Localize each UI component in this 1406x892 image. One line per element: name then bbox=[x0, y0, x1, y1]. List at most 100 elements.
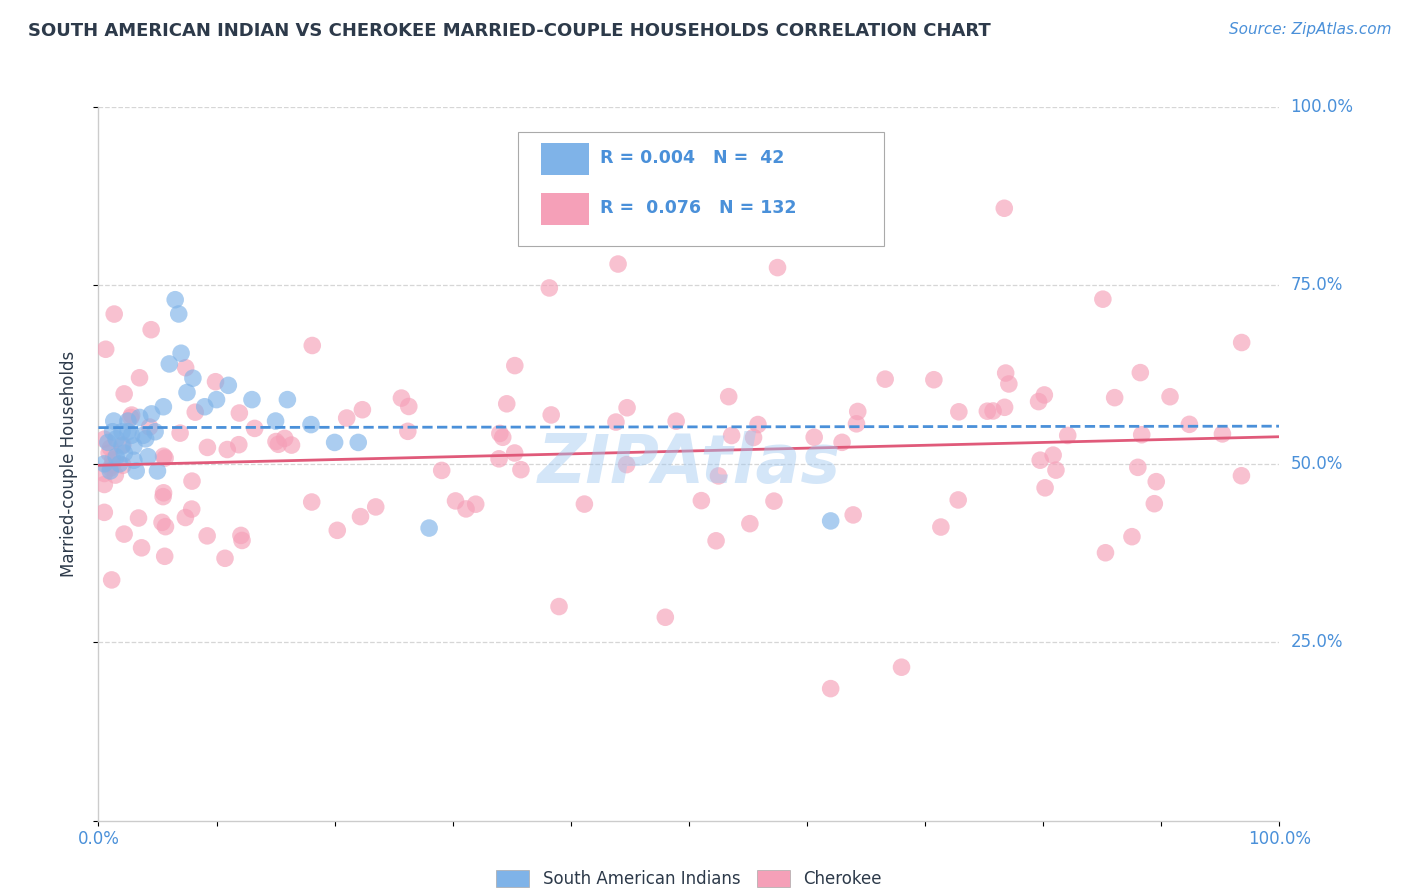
Point bbox=[128, 370, 150, 384]
Point bbox=[169, 426, 191, 441]
Point bbox=[217, 378, 239, 392]
Point bbox=[738, 516, 761, 531]
Point bbox=[349, 509, 371, 524]
Point bbox=[152, 449, 174, 463]
Point bbox=[299, 417, 322, 432]
Point bbox=[993, 201, 1015, 215]
Point bbox=[229, 528, 252, 542]
Point bbox=[538, 281, 561, 295]
Point bbox=[194, 400, 217, 414]
Point bbox=[1159, 390, 1181, 404]
Point bbox=[605, 415, 627, 429]
Point bbox=[132, 428, 155, 442]
Point bbox=[101, 425, 124, 439]
Point bbox=[396, 425, 419, 439]
Point bbox=[98, 464, 121, 478]
Text: 25.0%: 25.0% bbox=[1291, 633, 1343, 651]
Point bbox=[875, 372, 897, 386]
Point bbox=[1130, 427, 1153, 442]
Text: R =  0.076   N = 132: R = 0.076 N = 132 bbox=[600, 200, 797, 218]
Point bbox=[1029, 453, 1052, 467]
Point bbox=[117, 414, 139, 428]
Point bbox=[994, 366, 1017, 380]
Point bbox=[121, 408, 143, 422]
Point bbox=[690, 493, 713, 508]
Point bbox=[274, 431, 297, 445]
Point bbox=[929, 520, 952, 534]
Point bbox=[103, 307, 125, 321]
Point bbox=[122, 439, 145, 453]
Point bbox=[104, 468, 127, 483]
Point bbox=[93, 457, 115, 471]
Point bbox=[184, 405, 207, 419]
Point bbox=[112, 446, 135, 460]
Point bbox=[205, 392, 228, 407]
Text: 50.0%: 50.0% bbox=[1291, 455, 1343, 473]
Text: 100.0%: 100.0% bbox=[1291, 98, 1354, 116]
Point bbox=[922, 373, 945, 387]
Text: 75.0%: 75.0% bbox=[1291, 277, 1343, 294]
Y-axis label: Married-couple Households: Married-couple Households bbox=[59, 351, 77, 577]
Point bbox=[503, 359, 526, 373]
Point bbox=[100, 461, 122, 475]
Point bbox=[717, 390, 740, 404]
Point bbox=[101, 458, 124, 472]
Point bbox=[845, 417, 868, 431]
Point bbox=[842, 508, 865, 522]
Point bbox=[174, 510, 197, 524]
Point bbox=[820, 514, 842, 528]
Point bbox=[1144, 475, 1167, 489]
Point bbox=[267, 437, 290, 451]
Point bbox=[720, 428, 742, 442]
Point bbox=[831, 435, 853, 450]
Point bbox=[135, 432, 157, 446]
Point bbox=[150, 516, 173, 530]
Point bbox=[707, 469, 730, 483]
Text: R = 0.004   N =  42: R = 0.004 N = 42 bbox=[600, 150, 785, 168]
Text: ZIPAtlas: ZIPAtlas bbox=[537, 431, 841, 497]
Point bbox=[217, 442, 239, 457]
Point bbox=[105, 432, 128, 446]
Point bbox=[364, 500, 387, 514]
Point bbox=[152, 490, 174, 504]
Point bbox=[323, 435, 346, 450]
Point bbox=[766, 260, 789, 275]
Point bbox=[1104, 391, 1126, 405]
Point bbox=[112, 387, 135, 401]
Point bbox=[214, 551, 236, 566]
Point bbox=[139, 323, 162, 337]
Point bbox=[131, 541, 153, 555]
Point bbox=[454, 502, 477, 516]
Point bbox=[1143, 497, 1166, 511]
Point bbox=[93, 505, 115, 519]
Point bbox=[197, 441, 219, 455]
Point bbox=[155, 519, 177, 533]
Point bbox=[112, 527, 135, 541]
Point bbox=[264, 434, 287, 449]
Point bbox=[111, 439, 134, 453]
Point bbox=[742, 430, 765, 444]
Point bbox=[762, 494, 785, 508]
Point bbox=[93, 477, 115, 491]
Legend: South American Indians, Cherokee: South American Indians, Cherokee bbox=[489, 863, 889, 892]
Point bbox=[111, 458, 134, 473]
Point bbox=[616, 458, 638, 472]
Point bbox=[153, 549, 176, 564]
Point bbox=[998, 376, 1021, 391]
Point bbox=[976, 404, 998, 418]
Point bbox=[391, 391, 413, 405]
Point bbox=[742, 193, 765, 207]
Point bbox=[136, 450, 159, 464]
Point bbox=[138, 420, 160, 434]
Point bbox=[240, 392, 263, 407]
Point bbox=[1033, 481, 1056, 495]
Point bbox=[276, 392, 298, 407]
Point bbox=[747, 417, 769, 432]
Text: Source: ZipAtlas.com: Source: ZipAtlas.com bbox=[1229, 22, 1392, 37]
Point bbox=[948, 492, 970, 507]
Point bbox=[94, 343, 117, 357]
Point bbox=[176, 385, 198, 400]
Point bbox=[228, 438, 250, 452]
Point bbox=[336, 411, 359, 425]
Point bbox=[1126, 460, 1149, 475]
